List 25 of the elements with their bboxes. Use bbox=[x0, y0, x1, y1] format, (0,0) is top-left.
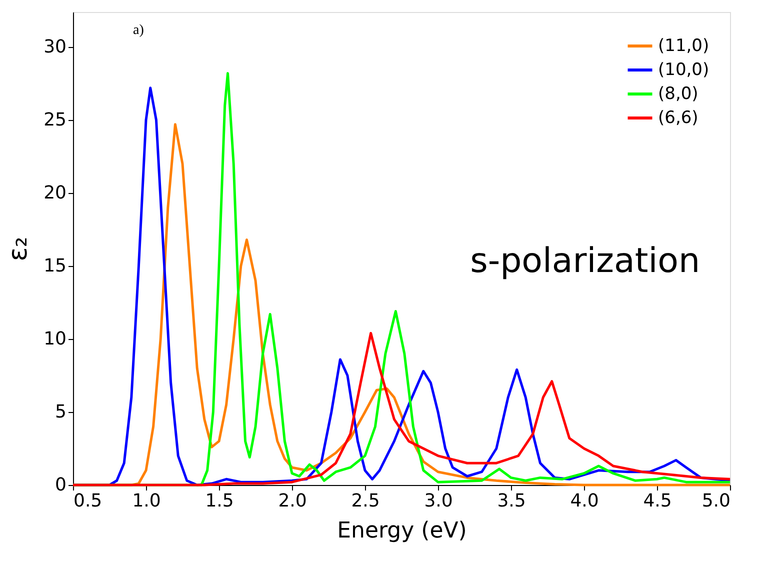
y-tick-label: 15 bbox=[44, 256, 66, 277]
x-axis-title: Energy (eV) bbox=[337, 518, 467, 544]
legend-label: (8,0) bbox=[658, 84, 698, 104]
legend-label: (11,0) bbox=[658, 36, 710, 56]
x-tick-label: 3.5 bbox=[497, 490, 526, 512]
y-tick-label: 30 bbox=[44, 36, 66, 58]
x-tick-label: 4.0 bbox=[570, 490, 599, 512]
y-tick-label: 5 bbox=[55, 402, 66, 423]
x-tick-label: 1.5 bbox=[205, 490, 234, 512]
y-tick-label: 20 bbox=[44, 182, 66, 204]
y-axis-title: ε₂ bbox=[4, 236, 34, 262]
annotation: a) bbox=[133, 23, 144, 38]
x-tick-label: 0.5 bbox=[74, 490, 102, 512]
x-tick-label: 5.0 bbox=[702, 490, 730, 512]
y-tick-label: 10 bbox=[44, 328, 66, 350]
x-tick-label: 1.0 bbox=[132, 490, 161, 512]
annotation: s-polarization bbox=[470, 241, 700, 281]
x-tick-label: 4.5 bbox=[643, 490, 672, 512]
y-tick-label: 25 bbox=[44, 110, 66, 131]
x-tick-label: 2.5 bbox=[351, 490, 380, 512]
y-tick-label: 0 bbox=[55, 474, 66, 496]
x-tick-label: 3.0 bbox=[424, 490, 453, 512]
legend-label: (6,6) bbox=[658, 108, 698, 128]
legend-label: (10,0) bbox=[658, 60, 710, 80]
x-tick-label: 2.0 bbox=[278, 490, 307, 512]
